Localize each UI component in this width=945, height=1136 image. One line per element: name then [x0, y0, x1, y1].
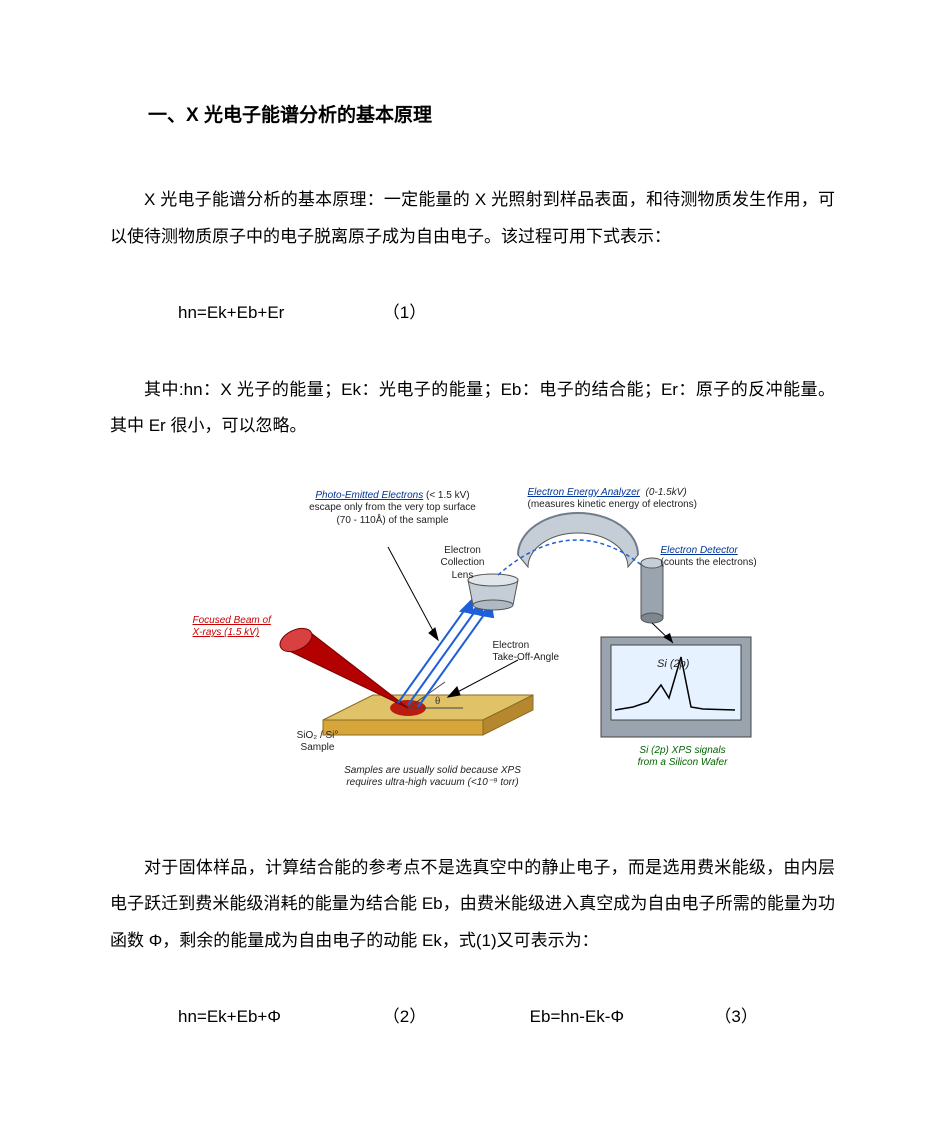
paragraph-1: X 光电子能谱分析的基本原理：一定能量的 X 光照射到样品表面，和待测物质发生作… — [110, 182, 835, 255]
sample-slab: θ — [323, 682, 533, 735]
lbl-photo-emitted: Photo-Emitted Electrons (< 1.5 kV) escap… — [283, 490, 503, 528]
equation-3-expr: Eb=hn-Ek-Φ — [496, 999, 646, 1036]
detector — [641, 558, 663, 623]
lbl-detector: Electron Detector (counts the electrons) — [661, 545, 791, 570]
lbl-si-xps: Si (2p) XPS signals from a Silicon Wafer — [618, 745, 748, 770]
lbl-focused-beam: Focused Beam of X-rays (1.5 kV) — [193, 615, 323, 640]
equation-2-3: hn=Ek+Eb+Φ （2） Eb=hn-Ek-Φ （3） — [110, 999, 835, 1036]
svg-text:Si (2p): Si (2p) — [657, 658, 690, 670]
equation-2-expr: hn=Ek+Eb+Φ — [144, 999, 314, 1036]
equation-2-number: （2） — [349, 999, 426, 1036]
paragraph-2: 其中:hn：X 光子的能量；Ek：光电子的能量；Eb：电子的结合能；Er：原子的… — [110, 372, 835, 445]
lbl-collection-lens: Electron Collection Lens — [428, 545, 498, 583]
lbl-takeoff: Electron Take-Off-Angle — [493, 640, 583, 665]
paragraph-3: 对于固体样品，计算结合能的参考点不是选真空中的静止电子，而是选用费米能级，由内层… — [110, 850, 835, 960]
lbl-analyzer: Electron Energy Analyzer (0-1.5kV) (meas… — [528, 487, 778, 512]
svg-text:θ: θ — [435, 695, 440, 707]
equation-1-number: （1） — [349, 295, 426, 332]
xps-diagram: θ — [110, 485, 835, 805]
xps-diagram-canvas: θ — [163, 485, 783, 805]
electron-arrows — [398, 601, 493, 707]
analyzer — [498, 513, 653, 575]
lbl-sample: SiO₂ / Si° Sample — [273, 730, 363, 755]
equation-1: hn=Ek+Eb+Er （1） — [110, 295, 835, 332]
monitor: Si (2p) — [601, 623, 751, 737]
section-heading: 一、X 光电子能谱分析的基本原理 — [110, 100, 835, 127]
equation-1-expr: hn=Ek+Eb+Er — [144, 295, 314, 332]
equation-3-number: （3） — [680, 999, 757, 1036]
lbl-caption: Samples are usually solid because XPS re… — [313, 765, 553, 790]
